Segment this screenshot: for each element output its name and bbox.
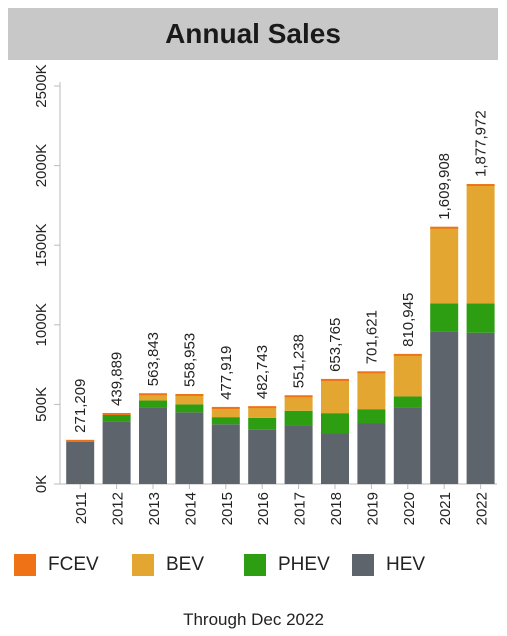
bar-fcev-2012 [102,412,131,415]
bar-hev-2019 [357,423,386,484]
total-label-2016: 482,743 [254,345,271,399]
legend-swatch-hev [352,554,374,576]
y-tick-label: 0K [33,475,50,493]
x-tick-label-2014: 2014 [182,492,199,525]
bar-bev-2014 [175,395,204,405]
footnote: Through Dec 2022 [183,610,324,629]
x-tick-label-2017: 2017 [292,492,309,525]
legend-swatch-phev [244,554,266,576]
bar-fcev-2013 [139,393,167,396]
x-tick-label-2022: 2022 [474,492,491,525]
bar-phev-2013 [139,400,167,408]
legend-label-fcev: FCEV [48,554,99,575]
bar-hev-2018 [321,433,349,484]
total-label-2014: 558,953 [181,333,198,387]
legend-swatch-fcev [14,554,36,576]
bar-bev-2013 [139,394,167,401]
bar-fcev-2016 [248,406,277,409]
bar-bev-2021 [430,227,459,304]
bar-hev-2016 [248,429,277,484]
annual-sales-chart: 0K 500K 1000K 1500K 2000K 2500K 271,209 2011 439… [33,64,497,525]
bar-hev-2021 [430,331,459,484]
total-label-2020: 810,945 [400,293,417,347]
bar-phev-2017 [284,410,313,426]
bar-phev-2021 [430,303,459,332]
x-tick-label-2018: 2018 [328,492,345,525]
legend-item-fcev: FCEV [14,554,99,576]
bar-bev-2015 [211,407,240,418]
x-tick-label-2019: 2019 [364,492,381,525]
total-label-2021: 1,609,908 [436,153,453,220]
bar-hev-2017 [284,425,313,484]
legend-item-phev: PHEV [244,554,330,576]
x-tick-label-2021: 2021 [437,492,454,525]
total-label-2022: 1,877,972 [473,110,490,177]
bar-fcev-2015 [211,406,240,409]
bar-phev-2022 [466,303,495,333]
total-label-2013: 563,843 [145,332,162,386]
x-tick-label-2015: 2015 [219,492,236,525]
y-tick-label: 2000K [33,144,50,187]
bar-phev-2012 [102,414,131,422]
y-tick-label: 500K [33,387,50,422]
x-tick-label-2011: 2011 [73,492,90,524]
x-tick-label-2020: 2020 [401,492,418,525]
chart-legend: FCEV BEV PHEV HEV [14,554,494,582]
x-tick-label-2013: 2013 [146,492,163,525]
x-tick-label-2012: 2012 [110,492,127,525]
chart-title: Annual Sales [165,18,341,49]
bar-bev-2017 [284,396,313,411]
bar-bev-2018 [321,379,349,414]
total-label-2018: 653,765 [327,318,344,372]
bar-fcev-2017 [284,395,313,398]
bar-hev-2011 [66,441,95,484]
legend-item-bev: BEV [132,554,204,576]
bar-bev-2020 [393,354,422,397]
total-label-2019: 701,621 [363,310,380,364]
bar-hev-2014 [175,412,204,484]
total-label-2017: 551,238 [291,334,308,388]
total-label-2015: 477,919 [218,346,235,400]
bar-hev-2015 [211,424,240,484]
y-tick-label: 1500K [33,224,50,267]
legend-swatch-bev [132,554,154,576]
bar-phev-2016 [248,417,277,430]
total-label-2012: 439,889 [109,352,126,406]
bar-fcev-2011 [66,439,95,442]
bar-hev-2020 [393,407,422,484]
bar-fcev-2014 [175,394,204,397]
bar-fcev-2021 [430,226,459,229]
bar-fcev-2019 [357,371,386,374]
bar-hev-2012 [102,421,131,484]
bar-phev-2018 [321,413,349,434]
bar-hev-2013 [139,407,167,484]
bar-bev-2019 [357,372,386,410]
y-tick-label: 2500K [33,64,50,107]
legend-label-phev: PHEV [278,554,330,575]
bar-phev-2014 [175,404,204,413]
bar-phev-2015 [211,417,240,425]
bar-hev-2022 [466,332,495,484]
bar-phev-2020 [393,396,422,408]
legend-item-hev: HEV [352,554,425,576]
y-tick-label: 1000K [33,303,50,346]
bar-fcev-2020 [393,353,422,356]
bar-bev-2022 [466,185,495,304]
legend-label-bev: BEV [166,554,205,575]
bar-fcev-2022 [466,184,495,187]
bar-bev-2016 [248,407,277,418]
x-tick-label-2016: 2016 [255,492,272,525]
bar-phev-2019 [357,409,386,424]
chart-title-bar: Annual Sales [8,8,498,60]
legend-label-hev: HEV [386,554,426,575]
bar-fcev-2018 [321,378,349,381]
total-label-2011: 271,209 [72,379,89,433]
